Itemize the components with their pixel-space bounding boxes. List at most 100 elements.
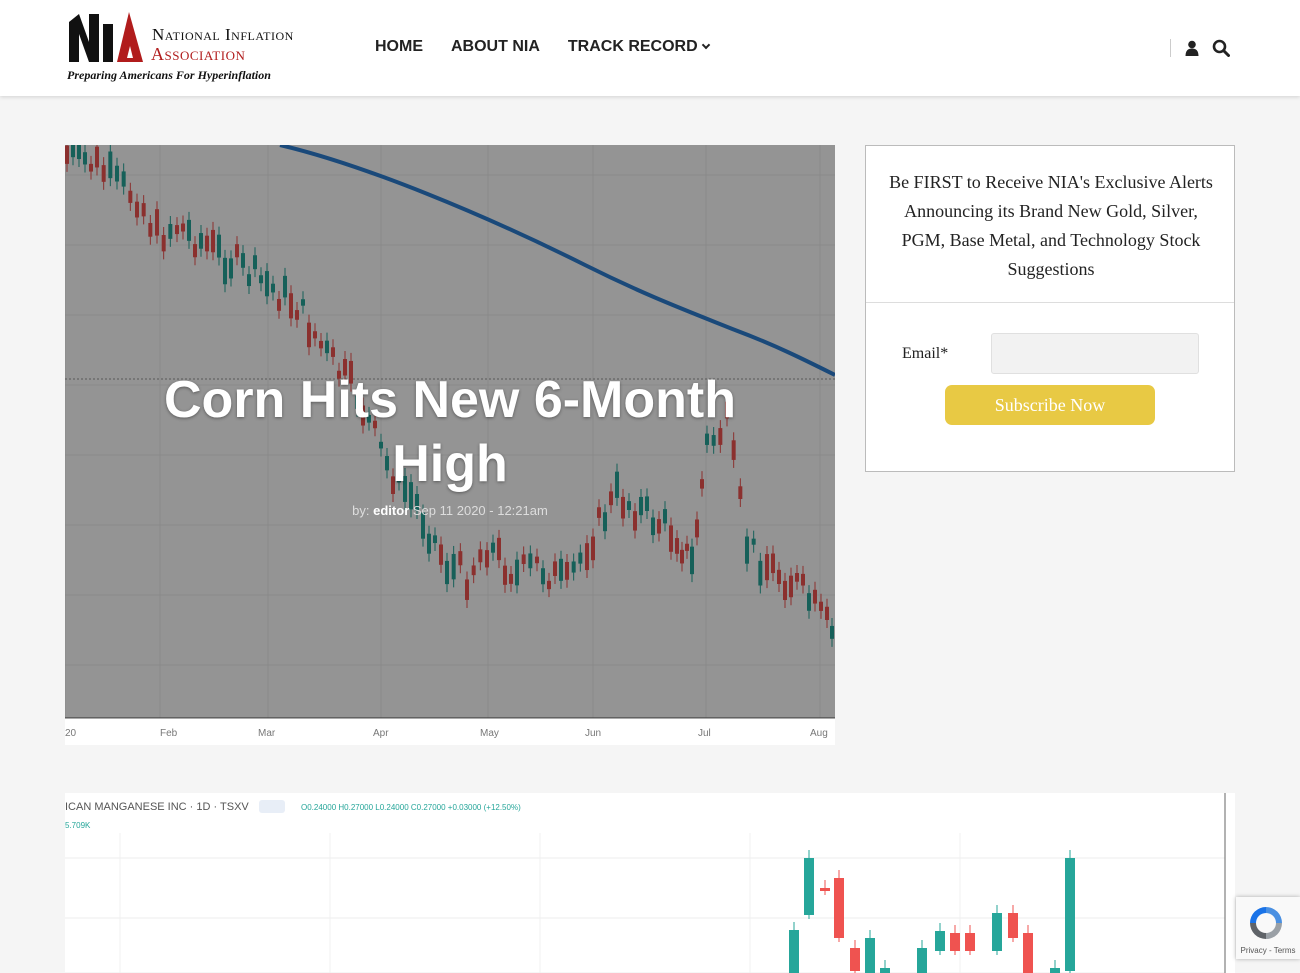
candle xyxy=(397,456,401,483)
candle xyxy=(789,930,799,973)
candle xyxy=(451,553,456,580)
x-axis-tick-label: May xyxy=(480,728,499,739)
candle xyxy=(521,554,526,565)
candle xyxy=(553,561,557,576)
candle xyxy=(168,224,173,239)
candle xyxy=(1023,933,1033,973)
candle xyxy=(705,433,709,445)
candle xyxy=(135,201,139,218)
candle xyxy=(789,575,793,598)
candle xyxy=(108,151,113,179)
candle xyxy=(758,560,763,586)
chart-ohlc: O0.24000 H0.27000 L0.24000 C0.27000 +0.0… xyxy=(301,803,521,812)
candle xyxy=(491,542,495,553)
candle xyxy=(745,536,749,564)
candle xyxy=(627,501,631,511)
candle xyxy=(603,512,607,532)
candle xyxy=(783,580,787,601)
x-axis-band xyxy=(65,718,835,745)
candle xyxy=(695,519,699,538)
x-axis-tick-label: Jun xyxy=(585,728,601,739)
candle xyxy=(89,163,93,172)
nav-about[interactable]: ABOUT NIA xyxy=(451,38,540,56)
candle xyxy=(271,283,275,293)
candle xyxy=(247,274,251,287)
candle xyxy=(223,257,227,285)
featured-post[interactable]: 20 Feb Mar Apr May Jun Jul Aug Corn Hits New 6-… xyxy=(65,145,835,745)
candle xyxy=(478,549,483,563)
candle xyxy=(615,471,619,498)
candle xyxy=(657,519,661,534)
candle xyxy=(639,496,643,516)
candle xyxy=(651,517,655,536)
candle xyxy=(621,496,625,519)
candle xyxy=(771,553,775,574)
candle xyxy=(685,543,689,551)
nav-about-label: ABOUT NIA xyxy=(451,38,540,55)
candle xyxy=(101,165,106,182)
candle xyxy=(880,968,890,973)
candle xyxy=(71,145,75,158)
post-thumbnail-2[interactable]: ICAN MANGANESE INC · 1D · TSXV O0.24000 … xyxy=(65,793,1235,973)
candle xyxy=(725,401,729,419)
candle xyxy=(187,219,191,241)
candle xyxy=(813,589,817,604)
email-field[interactable] xyxy=(991,333,1199,374)
candle xyxy=(503,565,507,585)
user-icon[interactable] xyxy=(1185,40,1199,56)
hero-overlay xyxy=(65,145,835,718)
candle xyxy=(128,190,133,203)
candle xyxy=(820,888,830,891)
candle xyxy=(675,538,679,554)
candle xyxy=(83,152,87,165)
candle xyxy=(711,435,716,446)
post-author[interactable]: editor xyxy=(373,503,410,518)
candle xyxy=(115,165,119,182)
candle xyxy=(718,428,723,445)
candle xyxy=(535,556,539,564)
candle xyxy=(515,559,519,586)
candle xyxy=(439,544,443,565)
candle xyxy=(367,414,371,423)
candle xyxy=(301,299,305,306)
recaptcha-links[interactable]: Privacy - Terms xyxy=(1240,946,1296,955)
recaptcha-badge[interactable]: Privacy - Terms xyxy=(1236,897,1300,959)
candle xyxy=(295,310,299,320)
candle xyxy=(690,546,694,575)
nav-track-record-label: TRACK RECORD xyxy=(567,38,698,55)
nav-track-record[interactable]: TRACK RECORD xyxy=(567,38,710,56)
candle xyxy=(277,298,281,311)
search-icon[interactable] xyxy=(1212,39,1230,57)
candle xyxy=(804,858,814,915)
candle xyxy=(830,625,834,639)
candle xyxy=(591,536,595,561)
candle xyxy=(337,370,341,379)
site-logo[interactable]: National Inflation Association Preparing… xyxy=(67,12,337,86)
logo-line1: National Inflation xyxy=(152,25,294,44)
candle xyxy=(578,552,583,564)
candle xyxy=(211,229,215,253)
candle xyxy=(319,340,323,349)
candle xyxy=(571,561,576,573)
candle xyxy=(361,405,365,426)
candle xyxy=(731,440,736,460)
candle xyxy=(415,493,419,511)
candle xyxy=(559,558,563,581)
x-axis-tick-label: Mar xyxy=(258,728,276,739)
candle xyxy=(313,331,317,339)
candle xyxy=(445,560,449,585)
candle xyxy=(609,491,613,506)
post-title[interactable]: Corn Hits New 6-Month High xyxy=(164,371,736,493)
logo-tagline: Preparing Americans For Hyperinflation xyxy=(67,68,271,82)
meta-prefix: by: xyxy=(352,503,370,518)
candle xyxy=(950,933,960,951)
candle xyxy=(1065,858,1075,971)
candle xyxy=(807,593,811,611)
nav-home[interactable]: HOME xyxy=(375,38,423,56)
candle xyxy=(509,573,513,584)
site-header: National Inflation Association Preparing… xyxy=(0,0,1300,96)
subscribe-button[interactable]: Subscribe Now xyxy=(945,385,1155,425)
candle xyxy=(485,550,489,568)
candle xyxy=(585,543,589,571)
header-divider xyxy=(1170,39,1171,57)
